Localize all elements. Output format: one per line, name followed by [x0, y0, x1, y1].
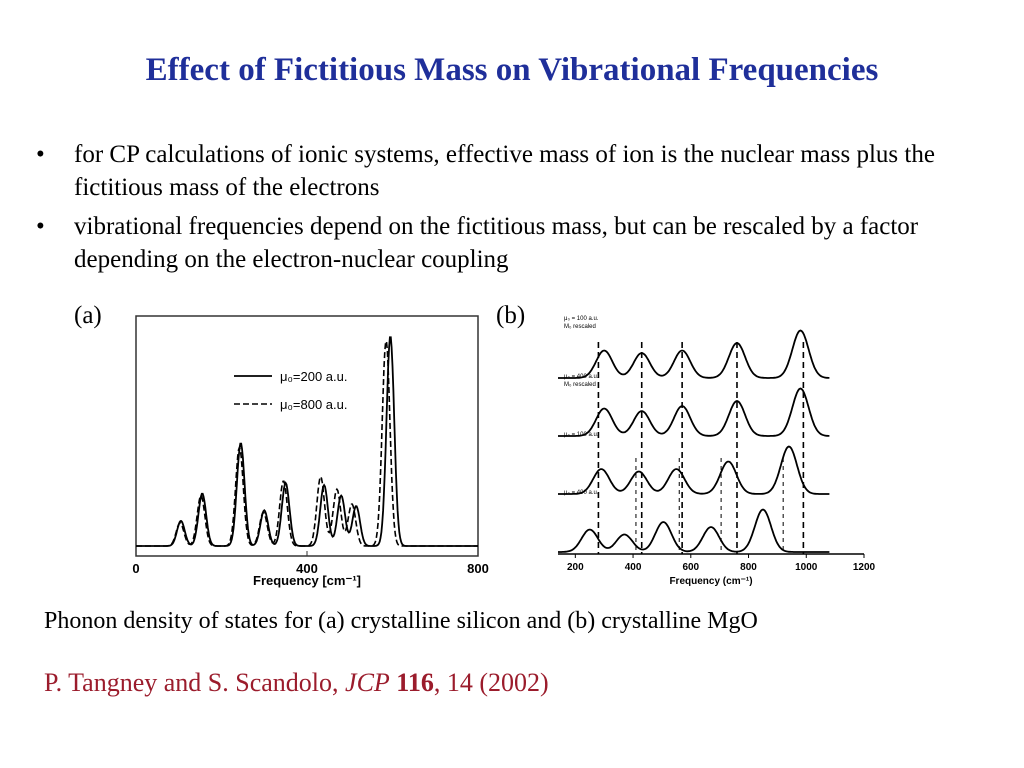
series-label: μ₀ = 400 a.u. — [564, 490, 599, 496]
bullet-item: • for CP calculations of ionic systems, e… — [36, 138, 976, 204]
x-tick-label: 1000 — [795, 562, 818, 573]
chart-a: 0 400 800 μ₀=200 a.u. μ₀=800 a.u. Frequenc… — [122, 308, 494, 588]
bullet-dot: • — [36, 138, 45, 171]
x-tick-label: 0 — [132, 561, 139, 576]
bullet-text: vibrational frequencies depend on the fi… — [74, 213, 918, 273]
series-label: μ₀ = 100 a.u. — [564, 432, 599, 438]
citation-authors: P. Tangney and S. Scandolo, — [44, 668, 345, 697]
bullet-dot: • — [36, 210, 45, 243]
figure-caption: Phonon density of states for (a) crystal… — [44, 608, 758, 635]
citation-volume: 116 — [396, 668, 434, 697]
series-label-line2: M₀ rescaled — [564, 382, 596, 388]
citation: P. Tangney and S. Scandolo, JCP 116, 14 … — [44, 668, 549, 698]
series-label: μ₀ = 100 a.u. — [564, 316, 599, 322]
x-tick-label: 800 — [740, 562, 757, 573]
panel-a-label: (a) — [74, 302, 102, 330]
x-tick-label: 800 — [467, 561, 489, 576]
x-tick-label: 1200 — [853, 562, 876, 573]
x-axis-label: Frequency (cm⁻¹) — [669, 576, 752, 587]
legend-label-mu200: μ₀=200 a.u. — [280, 369, 347, 384]
citation-rest: , 14 (2002) — [434, 668, 549, 697]
x-tick-label: 200 — [567, 562, 584, 573]
series-label-line2: M₀ rescaled — [564, 324, 596, 330]
bullet-item: • vibrational frequencies depend on the f… — [36, 210, 976, 276]
x-tick-label: 400 — [625, 562, 642, 573]
x-axis-label: Frequency [cm⁻¹] — [253, 573, 361, 588]
series-label: μ₀ = 400 a.u. — [564, 374, 599, 380]
bullet-list: • for CP calculations of ionic systems, e… — [36, 138, 976, 282]
bullet-text: for CP calculations of ionic systems, ef… — [74, 141, 935, 201]
plot-frame — [136, 316, 478, 556]
x-tick-label: 600 — [682, 562, 699, 573]
legend-label-mu800: μ₀=800 a.u. — [280, 397, 347, 412]
slide-title: Effect of Fictitious Mass on Vibrational… — [0, 52, 1024, 89]
citation-journal: JCP — [345, 668, 390, 697]
panel-b-label: (b) — [496, 302, 525, 330]
chart-b: μ₀ = 100 a.u. M₀ rescaled μ₀ = 400 a.u. M₀ … — [548, 298, 878, 588]
